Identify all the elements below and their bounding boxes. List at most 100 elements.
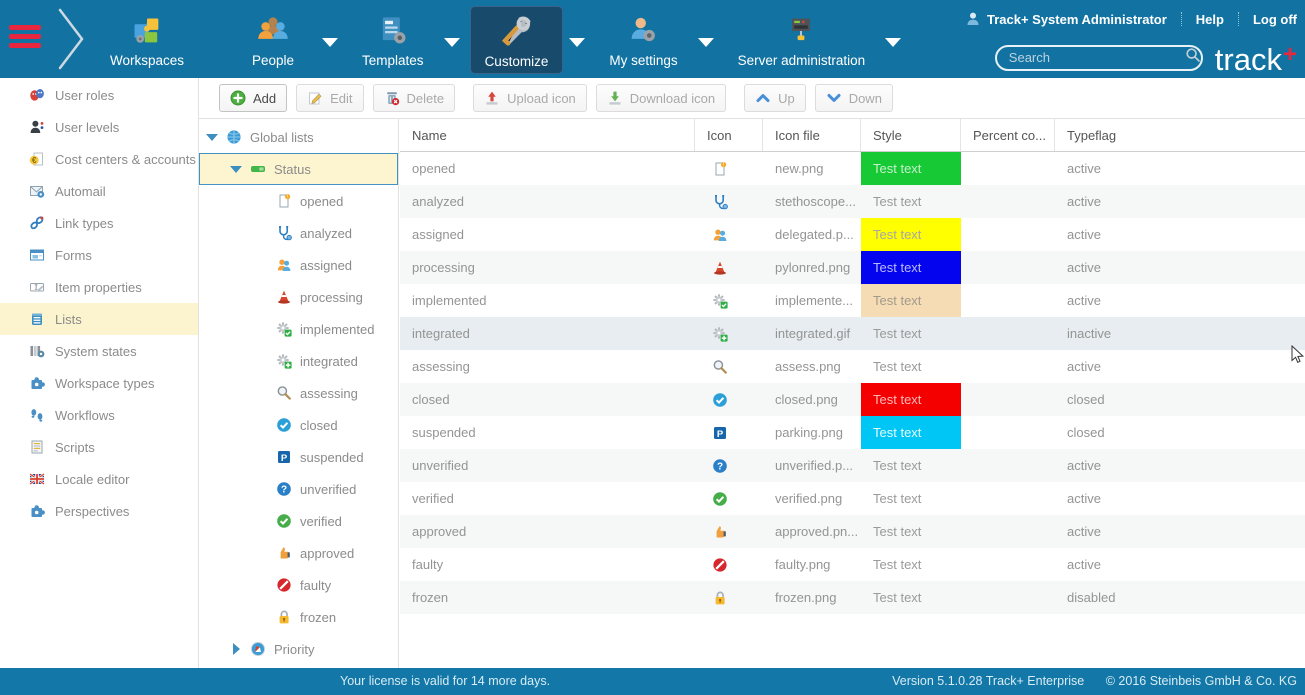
toolbar-button-label: Edit xyxy=(330,90,353,106)
table-row[interactable]: integrated integrated.gif Test text inac… xyxy=(400,317,1305,350)
chevron-down-icon[interactable] xyxy=(697,38,714,47)
nav-item-server-administration[interactable]: Server administration xyxy=(724,6,880,72)
tree-node-label: verified xyxy=(300,513,342,529)
style-preview: Test text xyxy=(873,524,922,539)
search-icon[interactable] xyxy=(1185,47,1201,68)
tree-node-icon xyxy=(276,545,292,561)
sidebar-item-forms[interactable]: Forms xyxy=(0,239,198,271)
tree-expander-icon[interactable] xyxy=(230,643,242,655)
topbar-right: Track+ System Administrator Help Log off… xyxy=(947,0,1297,78)
upload-icon-button[interactable]: Upload icon xyxy=(473,84,587,112)
tree-node-label: Priority xyxy=(274,641,315,657)
table-row[interactable]: assigned delegated.p... Test text active xyxy=(400,218,1305,251)
sidebar-item-link-types[interactable]: Link types xyxy=(0,207,198,239)
column-header-name[interactable]: Name xyxy=(400,119,695,151)
column-header-icon[interactable]: Icon xyxy=(695,119,763,151)
nav-item-templates[interactable]: Templates xyxy=(348,6,438,72)
cell-name: verified xyxy=(412,491,454,506)
sidebar-item-cost-centers-accounts[interactable]: € Cost centers & accounts xyxy=(0,143,198,175)
table-row[interactable]: processing pylonred.png Test text active xyxy=(400,251,1305,284)
add-button[interactable]: Add xyxy=(219,84,288,112)
sidebar-item-workflows[interactable]: Workflows xyxy=(0,399,198,431)
tree-node-processing[interactable]: processing xyxy=(199,281,398,313)
chevron-down-icon[interactable] xyxy=(443,38,460,47)
cell-percent-complete xyxy=(961,185,1055,218)
nav-item-customize[interactable]: Customize xyxy=(469,6,564,74)
chevron-down-icon[interactable] xyxy=(569,38,586,47)
tree-node-suspended[interactable]: P suspended xyxy=(199,441,398,473)
table-row[interactable]: suspended P parking.png Test text closed xyxy=(400,416,1305,449)
sidebar-item-lists[interactable]: Lists xyxy=(0,303,198,335)
sidebar-item-user-levels[interactable]: User levels xyxy=(0,111,198,143)
sidebar-item-scripts[interactable]: Scripts xyxy=(0,431,198,463)
tree-node-faulty[interactable]: faulty xyxy=(199,569,398,601)
sidebar-item-label: Locale editor xyxy=(55,471,130,487)
table-row[interactable]: faulty faulty.png Test text active xyxy=(400,548,1305,581)
tree-expander-icon[interactable] xyxy=(230,163,242,175)
nav-item-workspaces[interactable]: Workspaces xyxy=(96,6,198,72)
sidebar-item-icon xyxy=(29,215,46,232)
table-row[interactable]: frozen frozen.png Test text disabled xyxy=(400,581,1305,614)
tree-node-assessing[interactable]: assessing xyxy=(199,377,398,409)
sidebar-item-user-roles[interactable]: User roles xyxy=(0,79,198,111)
column-header-typeflag[interactable]: Typeflag xyxy=(1067,127,1117,143)
tree-node-verified[interactable]: verified xyxy=(199,505,398,537)
sidebar-item-perspectives[interactable]: Perspectives xyxy=(0,495,198,527)
menu-icon[interactable] xyxy=(9,25,41,51)
nav-item-my-settings[interactable]: My settings xyxy=(595,6,691,72)
cell-style: Test text xyxy=(861,350,961,383)
search-box[interactable] xyxy=(994,44,1203,71)
tree-node-label: processing xyxy=(300,289,363,305)
tree-node-opened[interactable]: ! opened xyxy=(199,185,398,217)
tree-node-icon xyxy=(250,641,266,657)
search-input[interactable] xyxy=(1008,50,1185,65)
nav-item-icon xyxy=(784,12,818,50)
tree-node-priority[interactable]: Priority xyxy=(199,633,398,665)
column-header-style[interactable]: Style xyxy=(861,119,961,151)
chevron-down-icon[interactable] xyxy=(322,38,339,47)
edit-button[interactable]: Edit xyxy=(296,84,364,112)
sidebar-item-icon xyxy=(29,343,46,360)
sidebar-item-system-states[interactable]: System states xyxy=(0,335,198,367)
download-icon-button[interactable]: Download icon xyxy=(595,84,727,112)
tree-node-assigned[interactable]: assigned xyxy=(199,249,398,281)
sidebar-item-item-properties[interactable]: I Item properties xyxy=(0,271,198,303)
down-button[interactable]: Down xyxy=(814,84,893,112)
table-row[interactable]: assessing assess.png Test text active xyxy=(400,350,1305,383)
chevron-down-icon[interactable] xyxy=(885,38,902,47)
tree-node-implemented[interactable]: implemented xyxy=(199,313,398,345)
tree-node-global-lists[interactable]: Global lists xyxy=(199,121,398,153)
table-row[interactable]: verified verified.png Test text active xyxy=(400,482,1305,515)
table-row[interactable]: closed closed.png Test text closed xyxy=(400,383,1305,416)
table-row[interactable]: unverified ? unverified.p... Test text a… xyxy=(400,449,1305,482)
status-icon xyxy=(712,293,728,309)
tree-node-integrated[interactable]: integrated xyxy=(199,345,398,377)
logoff-link[interactable]: Log off xyxy=(1252,11,1297,27)
delete-button[interactable]: Delete xyxy=(372,84,456,112)
nav-item-people[interactable]: People xyxy=(230,6,316,72)
sidebar-item-locale-editor[interactable]: Locale editor xyxy=(0,463,198,495)
table-row[interactable]: opened ! new.png Test text active xyxy=(400,152,1305,185)
sidebar-item-workspace-types[interactable]: Workspace types xyxy=(0,367,198,399)
tree-expander-icon[interactable] xyxy=(206,131,218,143)
style-preview: Test text xyxy=(873,590,922,605)
tree-node-analyzed[interactable]: analyzed xyxy=(199,217,398,249)
status-icon xyxy=(712,326,728,342)
cell-icon xyxy=(695,581,763,614)
up-button[interactable]: Up xyxy=(744,84,806,112)
tree-node-status[interactable]: Status xyxy=(199,153,398,185)
table-row[interactable]: implemented implemente... Test text acti… xyxy=(400,284,1305,317)
cell-icon-file: parking.png xyxy=(775,425,843,440)
tree-node-icon xyxy=(276,289,292,305)
table-row[interactable]: analyzed stethoscope... Test text active xyxy=(400,185,1305,218)
column-header-icon-file[interactable]: Icon file xyxy=(763,119,861,151)
tree-node-closed[interactable]: closed xyxy=(199,409,398,441)
tree-node-unverified[interactable]: ? unverified xyxy=(199,473,398,505)
table-row[interactable]: approved approved.pn... Test text active xyxy=(400,515,1305,548)
help-link[interactable]: Help xyxy=(1195,11,1224,27)
column-header-percent-co-[interactable]: Percent co... xyxy=(961,119,1055,151)
tree-node-approved[interactable]: approved xyxy=(199,537,398,569)
tree-node-frozen[interactable]: frozen xyxy=(199,601,398,633)
sidebar-item-icon xyxy=(29,407,46,424)
sidebar-item-automail[interactable]: Automail xyxy=(0,175,198,207)
